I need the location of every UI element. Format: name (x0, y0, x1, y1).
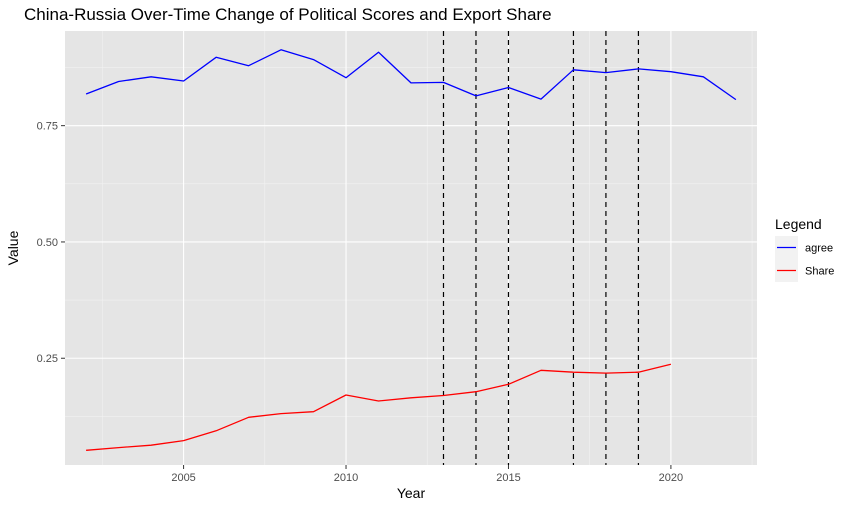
minor-gridlines (65, 31, 757, 465)
legend-label: agree (805, 243, 833, 255)
x-tick-label: 2005 (171, 472, 195, 484)
x-tick-label: 2015 (496, 472, 520, 484)
axis-ticks (61, 125, 672, 469)
legend-items: agree Share (775, 236, 834, 282)
x-tick-label: 2020 (659, 472, 683, 484)
series-lines (85, 49, 737, 451)
chart-title: China-Russia Over-Time Change of Politic… (24, 5, 552, 24)
legend: Legend agree Share (775, 216, 834, 282)
event-lines (442, 31, 640, 465)
series-line-share (86, 363, 672, 451)
plot-panel (65, 31, 757, 465)
legend-title: Legend (775, 216, 822, 232)
y-tick-label: 0.75 (37, 121, 58, 133)
y-axis-title: Value (5, 230, 21, 265)
series-line-agree (85, 49, 737, 101)
y-tick-label: 0.50 (37, 237, 58, 249)
x-tick-label: 2010 (334, 472, 358, 484)
y-tick-label: 0.25 (37, 353, 58, 365)
legend-label: Share (805, 266, 834, 278)
x-axis-title: Year (397, 485, 426, 501)
tick-labels: 2005 2010 2015 2020 0.25 0.50 0.75 (37, 121, 684, 484)
